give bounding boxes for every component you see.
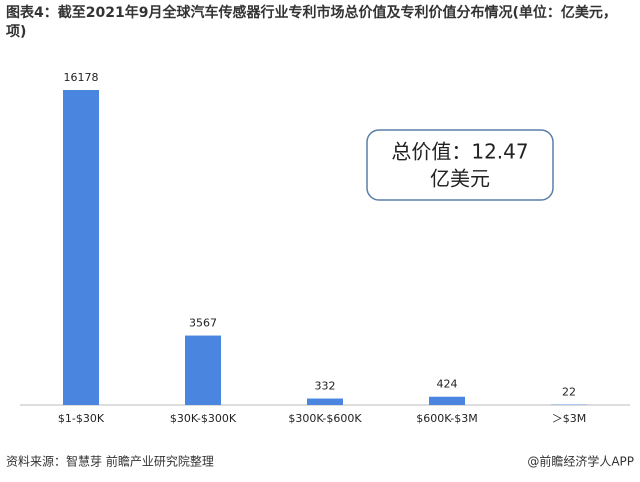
- x-tick-label: $600K-$3M: [416, 412, 478, 425]
- source: 资料来源：智慧芽 前瞻产业研究院整理: [6, 454, 214, 469]
- annotation-box: [366, 129, 554, 201]
- bar: [63, 90, 99, 405]
- x-tick-label: ＞$3M: [552, 412, 587, 425]
- x-tick-label: $30K-$300K: [170, 412, 237, 425]
- annotation: 总价值：12.47: [391, 140, 528, 164]
- value-label: 22: [562, 386, 576, 399]
- value-label: 16178: [64, 71, 99, 84]
- x-tick-label: $300K-$600K: [288, 412, 362, 425]
- x-tick-label: $1-$30K: [58, 412, 105, 425]
- value-label: 424: [437, 378, 458, 391]
- annotation: 亿美元: [430, 167, 490, 191]
- value-label: 3567: [189, 317, 217, 330]
- bar: [429, 396, 465, 405]
- chart-title: 图表4：截至2021年9月全球汽车传感器行业专利市场总价值及专利价值分布情况(单…: [6, 5, 617, 40]
- value-label: 332: [315, 380, 336, 393]
- bar: [307, 398, 343, 405]
- bar: [185, 335, 221, 405]
- credit: @前瞻经济学人APP: [527, 454, 634, 469]
